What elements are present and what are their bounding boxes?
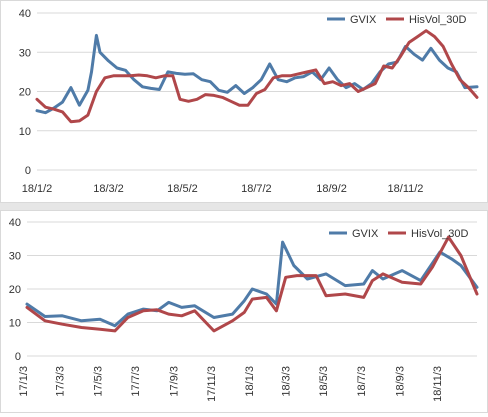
x-tick-label: 17/11/3 xyxy=(206,366,218,402)
series-line xyxy=(35,29,479,124)
legend-label: GVIX xyxy=(350,14,377,26)
panel-separator xyxy=(0,203,488,210)
chart-top: 0 10 20 30 40 18/1/2 18/3/2 18/5/2 18/7/2 18/9/2 1… xyxy=(19,8,479,195)
y-tick-label: 10 xyxy=(19,126,31,138)
y-tick-label: 20 xyxy=(9,284,21,296)
x-tick-label: 18/5/2 xyxy=(167,183,198,195)
x-tick-label: 17/5/3 xyxy=(92,366,104,397)
y-tick-label: 0 xyxy=(25,165,31,177)
x-tick-label: 17/9/3 xyxy=(168,366,180,397)
x-tick-label: 18/7/3 xyxy=(356,366,368,397)
legend-label: GVIX xyxy=(352,228,379,240)
series-line xyxy=(35,33,479,115)
x-tick-label: 18/9/2 xyxy=(316,183,347,195)
legend-label: HisVol_30D xyxy=(411,228,469,240)
x-tick-label: 18/3/2 xyxy=(93,183,124,195)
chart-panel-top: 0 10 20 30 40 18/1/2 18/3/2 18/5/2 18/7/2 18/9/2 1… xyxy=(0,0,488,203)
x-tick-label: 18/11/3 xyxy=(432,366,444,402)
y-tick-label: 20 xyxy=(19,87,31,99)
x-tick-label: 18/3/3 xyxy=(280,366,292,397)
x-tick-label: 18/9/3 xyxy=(394,366,406,397)
chart-panel-bottom: 0 10 20 30 40 17/1/3 17/3/3 17/5/3 17/7/3 17/9/3 1… xyxy=(0,210,488,413)
x-tick-label: 17/7/3 xyxy=(130,366,142,397)
chart-bottom: 0 10 20 30 40 17/1/3 17/3/3 17/5/3 17/7/3 17/9/3 1… xyxy=(9,217,479,402)
x-tick-label: 18/1/3 xyxy=(244,366,256,397)
x-tick-label: 18/5/3 xyxy=(318,366,330,397)
y-tick-label: 10 xyxy=(9,318,21,330)
x-tick-label: 18/11/2 xyxy=(388,183,424,195)
x-tick-label: 18/7/2 xyxy=(241,183,272,195)
x-tick-label: 17/1/3 xyxy=(18,366,30,397)
x-tick-label: 18/1/2 xyxy=(22,183,53,195)
y-tick-label: 40 xyxy=(9,217,21,229)
y-tick-label: 30 xyxy=(19,47,31,59)
x-tick-label: 17/3/3 xyxy=(55,366,67,397)
series-line xyxy=(25,240,479,328)
legend-label: HisVol_30D xyxy=(409,14,467,26)
series-line xyxy=(25,235,479,333)
y-tick-label: 40 xyxy=(19,8,31,20)
y-tick-label: 0 xyxy=(15,351,21,363)
y-tick-label: 30 xyxy=(9,251,21,263)
